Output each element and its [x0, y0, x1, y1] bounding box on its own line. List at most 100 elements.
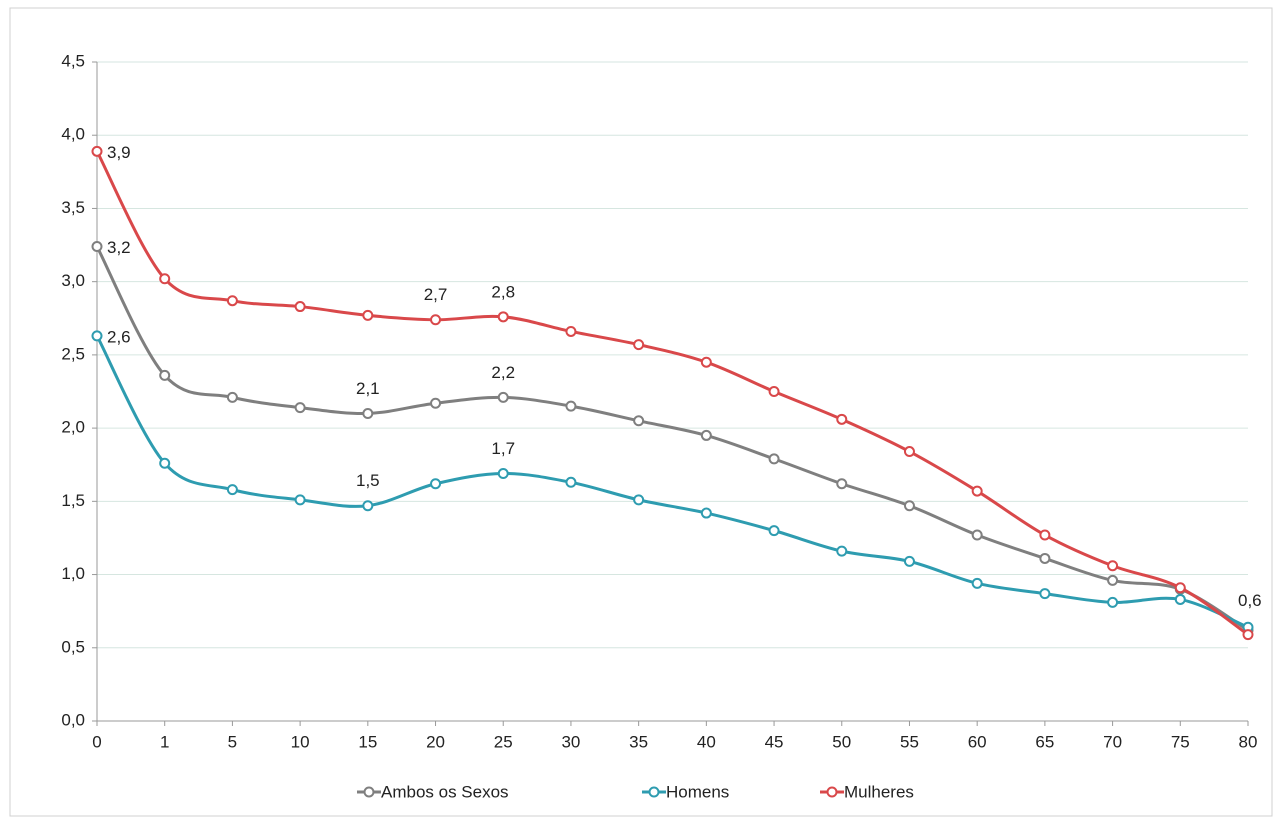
marker — [430, 397, 442, 409]
y-tick-label: 4,5 — [61, 51, 85, 70]
marker — [633, 494, 645, 506]
marker — [836, 478, 848, 490]
y-tick-label: 3,0 — [61, 271, 85, 290]
marker — [633, 339, 645, 351]
y-tick-label: 0,0 — [61, 710, 85, 729]
x-tick-label: 65 — [1035, 732, 1054, 751]
x-tick-label: 1 — [160, 732, 169, 751]
marker — [1174, 593, 1186, 605]
marker — [700, 356, 712, 368]
legend-label: Ambos os Sexos — [381, 782, 509, 801]
legend-item: Mulheres — [820, 782, 914, 801]
marker — [768, 386, 780, 397]
marker — [294, 301, 306, 313]
x-tick-label: 60 — [968, 732, 987, 751]
data-label: 1,5 — [356, 471, 380, 490]
x-tick-label: 20 — [426, 732, 445, 751]
marker — [226, 391, 238, 403]
marker — [294, 494, 306, 506]
data-label: 3,2 — [107, 238, 131, 257]
marker — [430, 478, 442, 490]
marker — [497, 391, 509, 403]
marker — [159, 369, 171, 381]
marker — [971, 485, 983, 497]
marker — [700, 507, 712, 519]
legend-label: Homens — [666, 782, 729, 801]
marker — [497, 311, 509, 323]
marker — [1039, 588, 1051, 600]
data-label: 2,8 — [491, 282, 515, 301]
marker — [159, 273, 171, 285]
marker — [836, 545, 848, 557]
x-tick-label: 75 — [1171, 732, 1190, 751]
marker — [362, 309, 374, 321]
marker — [768, 525, 780, 537]
legend-marker — [648, 786, 660, 798]
marker — [903, 500, 915, 512]
legend-label: Mulheres — [844, 782, 914, 801]
marker — [226, 295, 238, 307]
x-tick-label: 5 — [228, 732, 237, 751]
legend-marker — [363, 786, 375, 798]
marker — [1107, 560, 1119, 572]
marker — [1039, 529, 1051, 541]
y-tick-label: 2,5 — [61, 344, 85, 363]
x-tick-label: 80 — [1239, 732, 1258, 751]
marker — [497, 468, 509, 480]
x-tick-label: 45 — [765, 732, 784, 751]
marker — [971, 577, 983, 589]
marker — [633, 415, 645, 427]
marker — [836, 413, 848, 425]
x-tick-label: 10 — [291, 732, 310, 751]
x-tick-label: 70 — [1103, 732, 1122, 751]
data-label: 2,6 — [107, 327, 131, 346]
marker — [768, 453, 780, 465]
legend-item: Homens — [642, 782, 729, 801]
marker — [91, 330, 103, 342]
line — [95, 335, 1249, 629]
y-tick-label: 1,5 — [61, 491, 85, 510]
marker — [294, 402, 306, 414]
marker — [903, 555, 915, 567]
x-tick-label: 35 — [629, 732, 648, 751]
marker — [159, 457, 171, 469]
data-label: 2,7 — [424, 285, 448, 304]
marker — [565, 325, 577, 337]
marker — [700, 429, 712, 441]
x-tick-label: 25 — [494, 732, 513, 751]
data-label: 0,6 — [1238, 591, 1262, 610]
marker — [226, 484, 238, 496]
marker — [971, 529, 983, 541]
marker — [565, 400, 577, 412]
y-tick-label: 4,0 — [61, 125, 85, 144]
chart-frame — [9, 7, 1273, 817]
x-tick-label: 15 — [358, 732, 377, 751]
marker — [362, 407, 374, 419]
y-tick-label: 2,0 — [61, 418, 85, 437]
line — [95, 150, 1249, 636]
marker — [1039, 552, 1051, 564]
x-tick-label: 50 — [832, 732, 851, 751]
marker — [1107, 596, 1119, 608]
x-tick-label: 0 — [92, 732, 101, 751]
marker — [91, 241, 103, 253]
marker — [1242, 629, 1254, 641]
legend-marker — [826, 786, 838, 798]
x-tick-label: 40 — [697, 732, 716, 751]
marker — [91, 145, 103, 157]
data-label: 2,1 — [356, 379, 380, 398]
marker — [1107, 574, 1119, 586]
data-label: 3,9 — [107, 143, 131, 162]
x-tick-label: 55 — [900, 732, 919, 751]
y-tick-label: 0,5 — [61, 637, 85, 656]
x-tick-label: 30 — [561, 732, 580, 751]
marker — [362, 500, 374, 512]
y-tick-label: 1,0 — [61, 564, 85, 583]
marker — [430, 314, 442, 326]
data-label: 2,2 — [491, 363, 515, 382]
y-tick-label: 3,5 — [61, 198, 85, 217]
marker — [565, 476, 577, 488]
marker — [903, 446, 915, 458]
data-label: 1,7 — [491, 439, 515, 458]
